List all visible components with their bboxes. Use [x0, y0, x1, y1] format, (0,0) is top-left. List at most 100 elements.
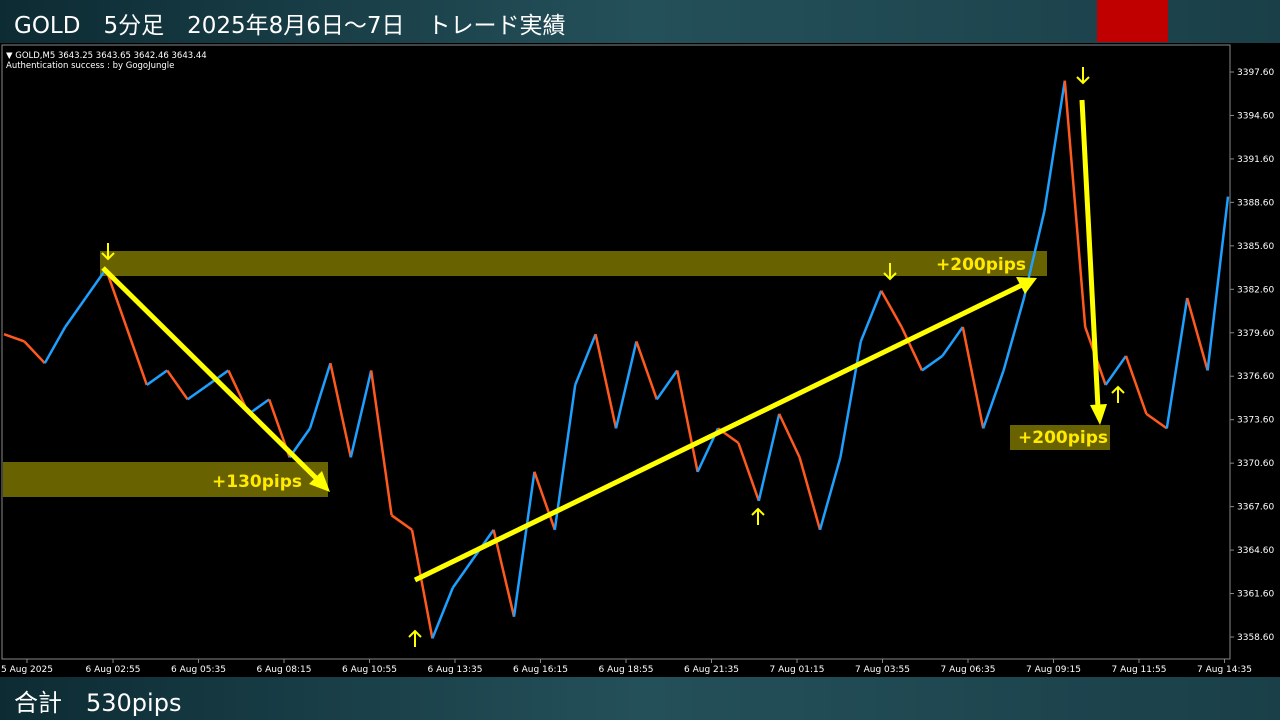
- footer-bar: 合計 530pips: [0, 677, 1280, 720]
- y-tick-label: 3379.60: [1237, 329, 1274, 339]
- y-tick-label: 3367.60: [1237, 503, 1274, 513]
- price-segment: [43, 326, 67, 364]
- price-segment: [982, 370, 1005, 429]
- footer-total: 合計 530pips: [14, 689, 182, 717]
- price-segment: [1165, 297, 1189, 429]
- price-segment: [3, 333, 25, 343]
- price-segment: [349, 370, 373, 458]
- y-tick-label: 3391.60: [1237, 155, 1274, 165]
- sell-signal: [1076, 67, 1090, 85]
- arrow: [1079, 99, 1101, 409]
- y-tick-label: 3370.60: [1237, 459, 1274, 469]
- arrow: [101, 266, 320, 482]
- price-segment: [125, 326, 148, 386]
- profit-label: +200pips: [936, 255, 1026, 275]
- price-segment: [166, 369, 189, 401]
- symbol-line: ▼ GOLD,M5 3643.25 3643.65 3642.46 3643.4…: [6, 51, 207, 61]
- x-tick-label: 7 Aug 09:15: [1026, 665, 1081, 675]
- price-segment: [492, 529, 516, 618]
- price-segment: [675, 370, 699, 473]
- buy-signal: [1111, 385, 1125, 403]
- auth-line: Authentication success : by GogoJungle: [6, 61, 174, 71]
- price-segment: [451, 558, 475, 589]
- profit-label: +130pips: [212, 472, 302, 492]
- price-segment: [186, 383, 209, 401]
- price-segment: [614, 341, 638, 429]
- band: [1010, 425, 1110, 450]
- price-segment: [798, 457, 822, 531]
- header-bar: GOLD 5分足 2025年8月6日～7日 トレード実績: [0, 0, 1280, 43]
- y-tick-label: 3385.60: [1237, 242, 1274, 252]
- band: [100, 251, 1047, 276]
- x-tick-label: 6 Aug 05:35: [171, 665, 226, 675]
- price-segment: [329, 362, 353, 458]
- price-segment: [757, 413, 781, 502]
- y-tick-label: 3394.60: [1237, 111, 1274, 121]
- y-tick-label: 3364.60: [1237, 546, 1274, 556]
- y-tick-label: 3388.60: [1237, 198, 1274, 208]
- price-segment: [207, 369, 230, 386]
- chart-bg: [0, 43, 1280, 677]
- arrow-head: [1090, 404, 1107, 425]
- sell-signal: [883, 263, 897, 281]
- x-tick-label: 6 Aug 02:55: [86, 665, 141, 675]
- x-tick-label: 6 Aug 08:15: [257, 665, 312, 675]
- header-title: GOLD 5分足 2025年8月6日～7日 トレード実績: [14, 13, 566, 39]
- price-series: [3, 80, 1230, 639]
- chart: ▼ GOLD,M5 3643.25 3643.65 3642.46 3643.4…: [0, 43, 1280, 677]
- price-segment: [1002, 297, 1026, 371]
- x-tick-label: 6 Aug 13:35: [428, 665, 483, 675]
- price-segment: [961, 326, 985, 429]
- price-segment: [1043, 80, 1067, 212]
- plot-frame: [1, 44, 1231, 660]
- price-segment: [84, 268, 108, 299]
- price-segment: [512, 471, 536, 617]
- y-tick-label: 3376.60: [1237, 372, 1274, 382]
- profit-label: +200pips: [1018, 428, 1108, 448]
- y-tick-label: 3382.60: [1237, 285, 1274, 295]
- price-segment: [1063, 80, 1087, 328]
- x-tick-label: 6 Aug 10:55: [342, 665, 397, 675]
- x-tick-label: 7 Aug 01:15: [770, 665, 825, 675]
- signal-arrows: [101, 67, 1125, 647]
- arrow-head: [309, 471, 330, 492]
- band: [3, 462, 328, 497]
- price-segment: [533, 471, 556, 531]
- price-segment: [635, 341, 658, 400]
- x-tick-label: 6 Aug 18:55: [599, 665, 654, 675]
- price-segment: [23, 340, 46, 365]
- red-block: [1097, 0, 1168, 42]
- sell-signal: [101, 243, 115, 261]
- trade-arrows: [101, 99, 1107, 583]
- x-tick-label: 6 Aug 16:15: [513, 665, 568, 675]
- price-segment: [248, 398, 270, 415]
- x-tick-label: 7 Aug 11:55: [1112, 665, 1167, 675]
- price-segment: [104, 268, 128, 328]
- y-tick-label: 3361.60: [1237, 590, 1274, 600]
- price-segment: [308, 362, 332, 429]
- price-segment: [655, 369, 679, 401]
- price-segment: [737, 442, 760, 502]
- price-segment: [369, 370, 393, 516]
- price-segment: [594, 333, 618, 429]
- x-tick-label: 5 Aug 2025: [1, 665, 53, 675]
- price-segment: [1206, 196, 1230, 371]
- buy-signal: [751, 507, 765, 525]
- price-segment: [1145, 412, 1168, 430]
- price-segment: [1124, 355, 1148, 415]
- price-segment: [941, 326, 964, 357]
- x-tick-label: 7 Aug 14:35: [1197, 665, 1252, 675]
- y-tick-label: 3358.60: [1237, 633, 1274, 643]
- price-segment: [921, 354, 944, 372]
- price-segment: [859, 290, 883, 342]
- x-tick-label: 7 Aug 06:35: [941, 665, 996, 675]
- price-segment: [574, 333, 597, 386]
- price-segment: [880, 290, 903, 328]
- arrow: [413, 282, 1024, 583]
- price-segment: [900, 326, 924, 371]
- price-segment: [778, 413, 801, 458]
- y-tick-label: 3397.60: [1237, 68, 1274, 78]
- price-segment: [1104, 355, 1128, 386]
- price-segment: [390, 514, 413, 531]
